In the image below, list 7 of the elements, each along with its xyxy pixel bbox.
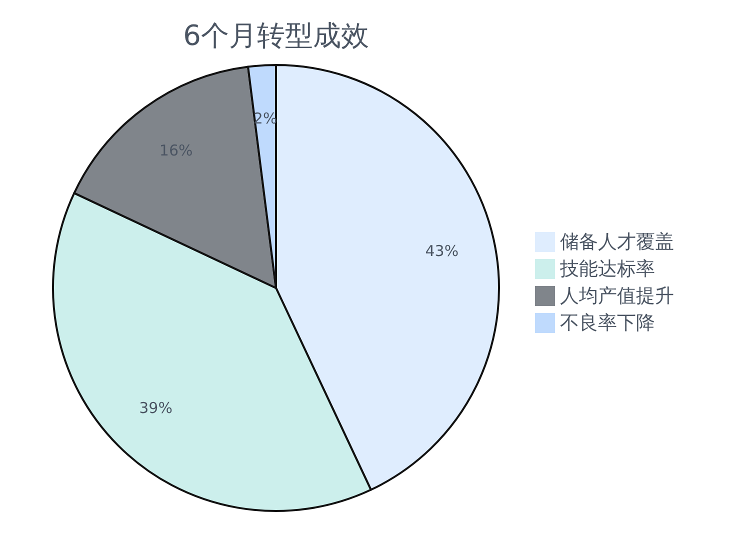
legend-label: 人均产值提升 [560, 285, 674, 307]
legend-label: 技能达标率 [559, 258, 655, 280]
data-label: 43% [425, 242, 459, 260]
legend-label: 储备人才覆盖 [560, 231, 674, 253]
data-label: 39% [139, 399, 172, 418]
chart-title: 6个月转型成效 [183, 19, 369, 52]
legend-label: 不良率下降 [560, 312, 655, 334]
